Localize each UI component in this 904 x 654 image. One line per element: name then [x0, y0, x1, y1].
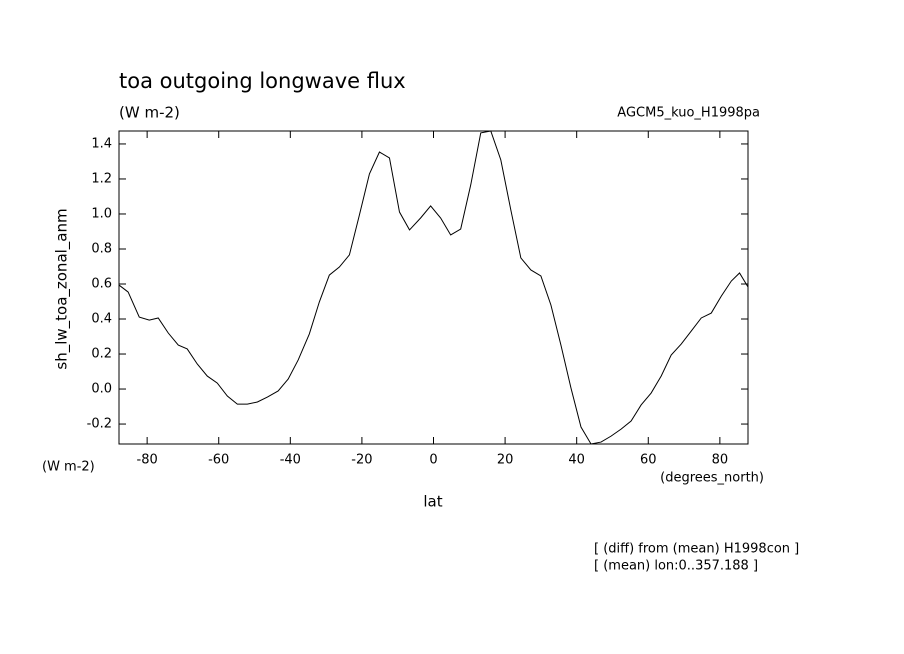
note: [ (diff) from (mean) H1998con ]	[594, 542, 799, 557]
chart-title: toa outgoing longwave flux	[119, 69, 406, 93]
x-tick-label: 60	[640, 453, 657, 468]
y-tick-label: 1.0	[91, 206, 112, 221]
x-tick-label: 0	[429, 453, 437, 468]
y-tick-label: 0.2	[91, 347, 112, 362]
x-tick-label: 40	[568, 453, 585, 468]
y-tick-label: 0.8	[91, 241, 112, 256]
x-unit: (degrees_north)	[660, 471, 764, 486]
x-axis-label: lat	[423, 493, 442, 511]
data-line	[118, 130, 749, 445]
y-tick-label: 0.6	[91, 276, 112, 291]
y-unit: (W m-2)	[42, 460, 95, 475]
model-label: AGCM5_kuo_H1998pa	[617, 106, 760, 121]
y-axis-label: sh_lw_toa_zonal_anm	[53, 208, 72, 369]
y-tick-label: 1.2	[91, 171, 112, 186]
x-tick-label: -60	[208, 453, 229, 468]
y-tick-label: 0.4	[91, 312, 112, 327]
y-tick-label: 0.0	[91, 382, 112, 397]
note: [ (mean) lon:0..357.188 ]	[594, 559, 758, 574]
y-tick-label: -0.2	[87, 417, 112, 432]
x-tick-label: -20	[351, 453, 372, 468]
y-tick-label: 1.4	[91, 136, 112, 151]
x-tick-label: 20	[497, 453, 514, 468]
x-tick-label: -40	[280, 453, 301, 468]
x-tick-label: 80	[712, 453, 729, 468]
x-tick-label: -80	[137, 453, 158, 468]
chart-subtitle: (W m-2)	[119, 104, 180, 122]
